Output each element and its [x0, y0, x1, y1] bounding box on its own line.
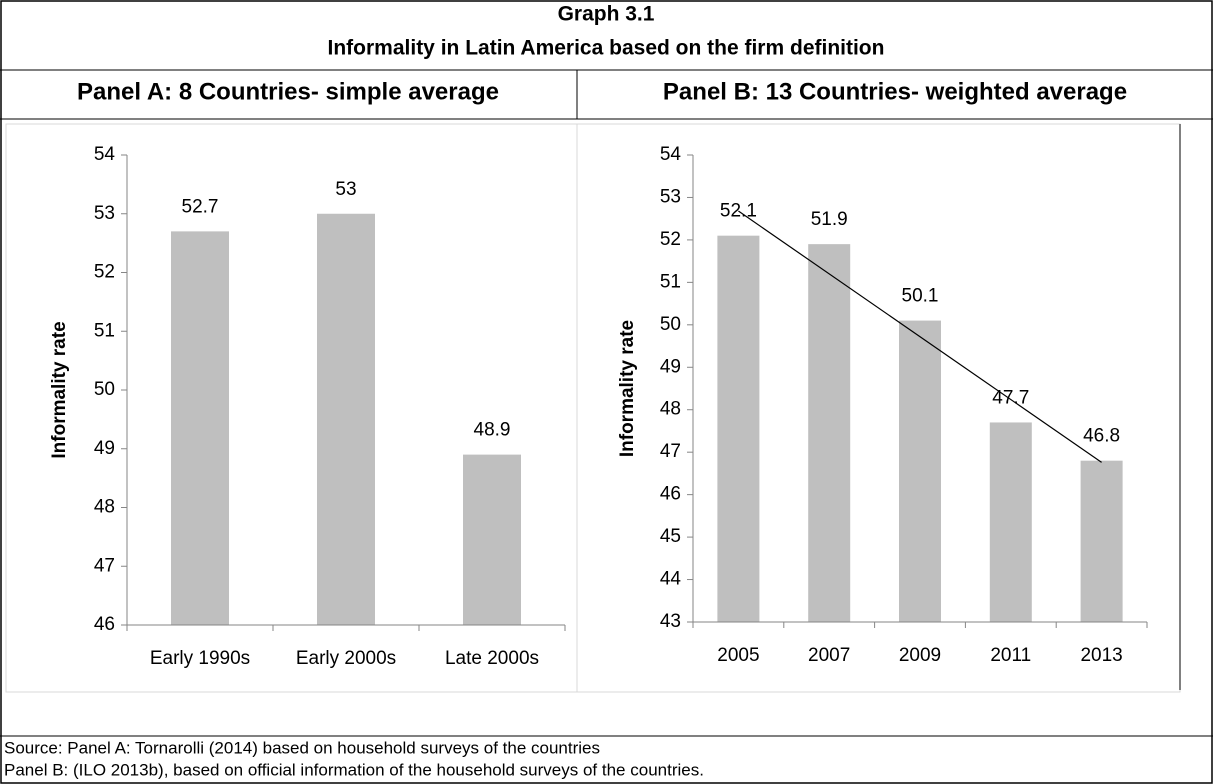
x-tick-label: 2007: [808, 645, 850, 666]
x-tick-label: 2011: [990, 645, 1031, 666]
x-tick-label: 2009: [899, 645, 941, 666]
value-label: 51.9: [811, 209, 848, 230]
chart-frame: [576, 123, 1181, 693]
y-tick-label: 48: [94, 497, 115, 518]
x-tick-label: 2005: [717, 645, 759, 666]
bar: [717, 235, 760, 622]
subtitle: Informality in Latin America based on th…: [328, 37, 885, 60]
y-tick-label: 53: [94, 203, 115, 224]
y-tick-label: 47: [94, 555, 115, 576]
x-tick-label: Late 2000s: [445, 648, 539, 669]
value-label: 48.9: [474, 420, 511, 441]
bar: [317, 213, 375, 625]
value-label: 52.7: [182, 196, 219, 217]
y-tick-label: 47: [660, 441, 681, 462]
x-tick-label: Early 2000s: [296, 648, 396, 669]
source-note: Panel B: (ILO 2013b), based on official …: [4, 760, 704, 779]
y-tick-label: 48: [660, 399, 681, 420]
y-tick-label: 49: [660, 356, 681, 377]
value-label: 53: [335, 179, 356, 200]
y-tick-label: 51: [94, 320, 115, 341]
bar: [899, 320, 941, 622]
y-tick-label: 43: [660, 611, 681, 632]
y-tick-label: 49: [94, 438, 115, 459]
trend-line: [738, 210, 1102, 463]
y-tick-label: 46: [94, 614, 115, 635]
source-note: Source: Panel A: Tornarolli (2014) based…: [4, 738, 600, 757]
y-tick-label: 50: [660, 314, 681, 335]
y-tick-label: 54: [660, 144, 682, 165]
y-axis-label: Informality rate: [617, 320, 638, 457]
y-tick-label: 53: [660, 186, 681, 207]
y-tick-label: 52: [660, 229, 681, 250]
y-tick-label: 54: [94, 144, 116, 165]
value-label: 46.8: [1083, 426, 1120, 447]
value-label: 50.1: [902, 286, 939, 307]
y-tick-label: 44: [660, 569, 682, 590]
title: Graph 3.1: [558, 3, 655, 26]
bar: [463, 454, 521, 625]
panel-title: Panel B: 13 Countries- weighted average: [663, 78, 1127, 105]
y-tick-label: 46: [660, 484, 681, 505]
bar: [171, 231, 229, 625]
x-tick-label: Early 1990s: [150, 648, 250, 669]
y-tick-label: 52: [94, 262, 115, 283]
x-tick-label: 2013: [1080, 645, 1122, 666]
y-tick-label: 50: [94, 379, 115, 400]
panel-title: Panel A: 8 Countries- simple average: [77, 78, 499, 105]
y-axis-label: Informality rate: [49, 321, 70, 458]
y-tick-label: 51: [660, 271, 681, 292]
y-tick-label: 45: [660, 526, 681, 547]
bar: [1080, 460, 1123, 622]
bar: [989, 422, 1032, 622]
bar: [808, 244, 851, 622]
